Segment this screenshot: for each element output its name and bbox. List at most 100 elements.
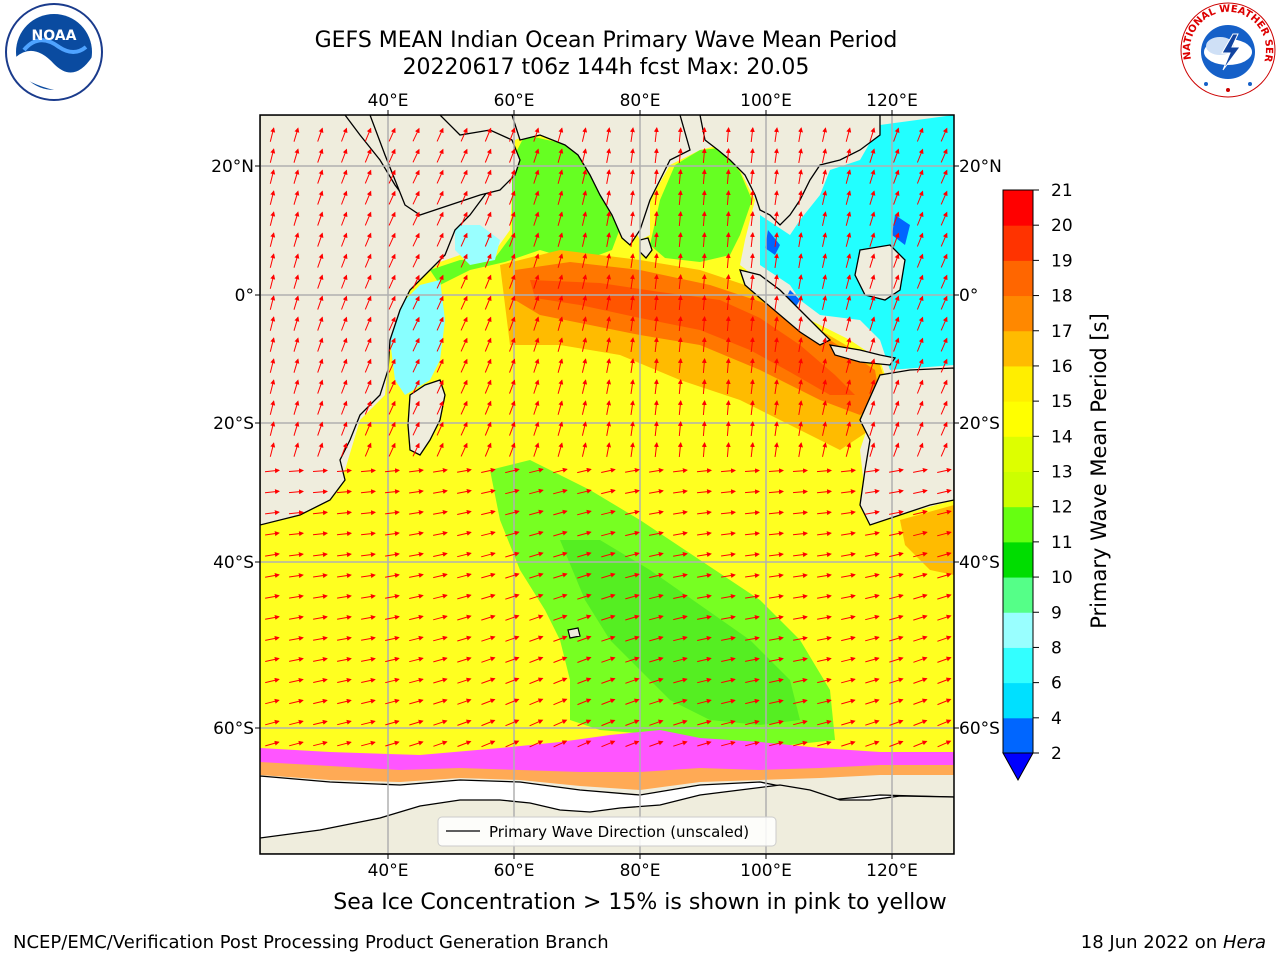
southern-green-core: [560, 540, 800, 725]
wave-direction-arrow: [269, 169, 276, 184]
madagascar: [407, 379, 446, 456]
colorbar-segment: [1003, 506, 1033, 543]
wave-direction-arrow: [697, 677, 712, 684]
wave-direction-arrow: [269, 379, 276, 394]
wave-direction-arrow: [557, 337, 564, 352]
wave-direction-arrow: [505, 719, 520, 727]
wave-direction-arrow: [412, 274, 420, 289]
wave-direction-arrow: [317, 190, 324, 205]
east-africa-cyan: [390, 280, 445, 395]
wave-direction-arrow: [649, 551, 664, 557]
wave-direction-arrow: [481, 572, 496, 579]
wave-direction-arrow: [481, 551, 496, 558]
wave-direction-arrow: [313, 594, 328, 599]
wave-direction-arrow: [436, 379, 444, 394]
wave-direction-arrow: [793, 615, 808, 620]
wave-direction-arrow: [509, 127, 516, 142]
wave-direction-arrow: [916, 379, 924, 394]
wave-direction-arrow: [697, 510, 712, 516]
wave-direction-arrow: [773, 337, 779, 352]
wave-direction-arrow: [460, 421, 468, 436]
wave-direction-arrow: [817, 698, 832, 705]
wave-direction-arrow: [385, 593, 400, 599]
wave-direction-arrow: [337, 740, 352, 747]
wave-direction-arrow: [773, 190, 779, 205]
wave-direction-arrow: [460, 232, 468, 247]
wave-direction-arrow: [822, 337, 828, 352]
wave-direction-arrow: [269, 127, 276, 142]
wave-direction-arrow: [649, 593, 664, 600]
wave-direction-arrow: [385, 698, 400, 705]
wave-direction-arrow: [697, 635, 712, 641]
wave-direction-arrow: [436, 190, 444, 205]
wave-direction-arrow: [865, 530, 880, 536]
wave-direction-arrow: [817, 552, 832, 558]
wave-direction-arrow: [581, 442, 588, 457]
wave-direction-arrow: [293, 337, 300, 352]
wave-direction-arrow: [457, 719, 472, 726]
wave-direction-arrow: [385, 677, 400, 684]
wave-direction-arrow: [845, 274, 852, 289]
wave-direction-arrow: [744, 468, 760, 474]
wave-direction-arrow: [557, 190, 564, 205]
wave-direction-arrow: [313, 740, 328, 747]
wave-direction-arrow: [701, 127, 707, 143]
wave-direction-arrow: [649, 698, 664, 705]
wave-direction-arrow: [341, 400, 348, 415]
wave-direction-arrow: [557, 211, 564, 226]
wave-direction-arrow: [557, 442, 564, 457]
wave-direction-arrow: [293, 274, 300, 289]
colorbar-tick-label: 11: [1051, 533, 1073, 553]
wave-direction-arrow: [505, 635, 520, 642]
wave-direction-arrow: [433, 614, 448, 621]
wave-direction-arrow: [629, 127, 635, 142]
wave-direction-arrow: [385, 573, 400, 578]
wave-direction-arrow: [673, 468, 688, 474]
wave-direction-arrow: [841, 614, 856, 620]
wave-direction-arrow: [913, 530, 928, 537]
wave-direction-arrow: [265, 531, 280, 537]
wave-direction-arrow: [893, 442, 900, 457]
wave-direction-arrow: [769, 552, 784, 558]
wave-direction-arrow: [893, 358, 900, 373]
wave-direction-arrow: [822, 274, 828, 289]
wave-direction-arrow: [845, 400, 852, 415]
wave-direction-arrow: [409, 656, 424, 663]
wave-direction-arrow: [869, 316, 876, 331]
wave-direction-arrow: [725, 169, 731, 185]
wave-direction-arrow: [673, 698, 688, 705]
wave-direction-arrow: [336, 510, 352, 516]
wave-direction-arrow: [701, 421, 707, 437]
wave-direction-arrow: [817, 510, 832, 516]
wave-direction-arrow: [697, 593, 712, 599]
wave-direction-arrow: [457, 572, 472, 579]
wave-direction-arrow: [577, 656, 592, 663]
wave-direction-arrow: [388, 379, 396, 394]
wave-direction-arrow: [673, 593, 688, 599]
wave-direction-arrow: [388, 295, 396, 310]
colorbar-tick-label: 12: [1051, 498, 1073, 518]
wave-direction-arrow: [601, 467, 616, 473]
wave-direction-arrow: [460, 295, 468, 310]
colorbar-tick-label: 21: [1051, 181, 1073, 201]
wave-direction-arrow: [505, 656, 520, 663]
wave-direction-arrow: [916, 442, 924, 457]
wave-direction-arrow: [484, 127, 492, 142]
wave-direction-arrow: [793, 635, 808, 641]
noaa-logo-icon: NOAA: [5, 3, 103, 101]
wave-direction-arrow: [869, 421, 876, 436]
wave-direction-arrow: [484, 442, 492, 457]
wave-direction-arrow: [841, 635, 856, 642]
wave-direction-arrow: [457, 593, 472, 600]
wave-direction-arrow: [697, 614, 712, 620]
wave-direction-arrow: [481, 593, 496, 600]
wave-direction-arrow: [817, 740, 832, 747]
wave-direction-arrow: [793, 719, 808, 726]
wave-direction-arrow: [341, 148, 348, 163]
wave-direction-arrow: [361, 552, 376, 558]
wave-direction-arrow: [505, 551, 520, 558]
wave-direction-arrow: [769, 615, 784, 620]
wave-direction-arrow: [484, 148, 492, 163]
wave-direction-arrow: [269, 400, 276, 415]
wave-direction-arrow: [677, 253, 683, 269]
